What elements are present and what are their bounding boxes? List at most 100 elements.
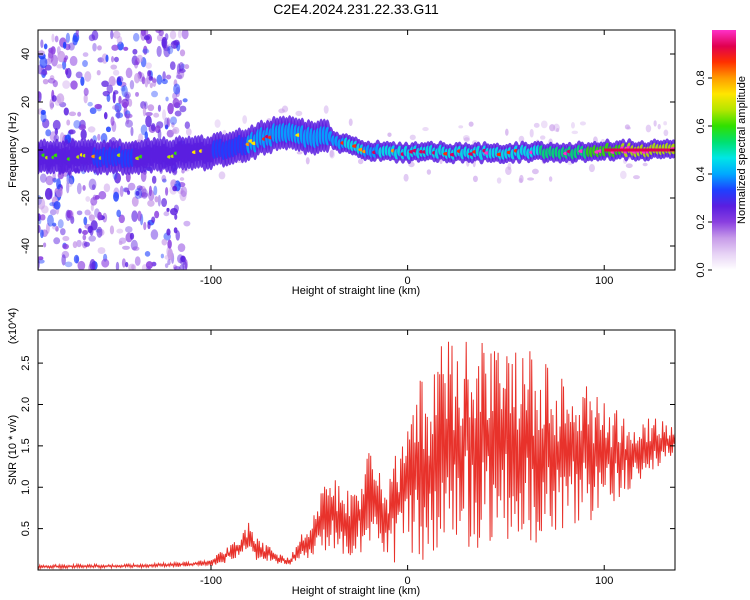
noise-blob <box>82 234 87 241</box>
noise-blob <box>387 132 392 137</box>
noise-blob <box>39 173 47 183</box>
noise-blob <box>553 123 560 132</box>
noise-blob <box>173 264 177 270</box>
noise-blob <box>160 253 164 259</box>
noise-blob <box>179 105 187 113</box>
noise-blob <box>137 210 142 222</box>
noise-blob <box>357 158 364 165</box>
noise-blob <box>51 54 58 67</box>
noise-blob <box>116 75 124 83</box>
noise-blob <box>83 241 90 247</box>
noise-blob <box>403 173 409 182</box>
noise-blob <box>131 196 139 207</box>
noise-blob <box>127 98 133 107</box>
noise-blob <box>463 137 470 143</box>
noise-blob <box>63 57 67 63</box>
noise-blob <box>105 54 109 63</box>
noise-blob <box>96 69 101 76</box>
noise-blob <box>109 225 115 235</box>
y-tick-label: 0.5 <box>20 521 32 536</box>
noise-blob <box>134 188 143 200</box>
noise-blob <box>178 99 183 106</box>
y-tick-label: -40 <box>20 238 32 254</box>
noise-blob <box>54 35 59 43</box>
noise-blob <box>156 45 162 58</box>
noise-blob <box>94 103 102 110</box>
noise-blob <box>41 69 46 78</box>
noise-blob <box>185 127 192 136</box>
noise-blob <box>111 79 117 87</box>
noise-blob <box>100 132 108 144</box>
noise-blob <box>151 78 157 83</box>
noise-blob <box>156 34 164 42</box>
noise-blob <box>540 120 548 129</box>
spectrogram-marks <box>38 30 675 270</box>
noise-blob <box>570 122 575 129</box>
noise-blob <box>305 157 310 165</box>
noise-blob <box>87 225 93 234</box>
noise-blob <box>161 78 168 85</box>
noise-blob <box>177 30 182 39</box>
noise-blob <box>90 220 98 231</box>
noise-blob <box>110 56 115 63</box>
noise-blob <box>89 259 96 270</box>
noise-blob <box>101 80 109 88</box>
noise-blob <box>39 56 48 69</box>
noise-blob <box>68 129 76 135</box>
noise-blob <box>468 121 474 127</box>
x-tick-label: 100 <box>595 575 613 587</box>
noise-blob <box>130 126 134 137</box>
noise-blob <box>458 125 464 129</box>
y-tick-label: 1.0 <box>20 480 32 495</box>
noise-blob <box>75 30 79 38</box>
noise-blob <box>44 64 52 71</box>
noise-blob <box>642 162 648 167</box>
noise-blob <box>176 68 185 80</box>
noise-blob <box>82 185 86 191</box>
noise-blob <box>154 210 160 219</box>
noise-blob <box>323 105 329 114</box>
noise-blob <box>116 209 122 218</box>
noise-blob <box>39 71 48 76</box>
noise-blob <box>70 215 75 224</box>
noise-blob <box>52 119 61 131</box>
noise-blob <box>106 94 111 102</box>
noise-blob <box>167 239 172 249</box>
noise-blob <box>533 122 540 128</box>
spectrogram-x-label: Height of straight line (km) <box>292 285 420 297</box>
noise-blob <box>140 30 146 37</box>
noise-blob <box>106 84 114 94</box>
noise-blob <box>157 128 162 141</box>
noise-blob <box>127 190 131 195</box>
noise-blob <box>40 214 46 221</box>
noise-blob <box>505 128 509 136</box>
noise-blob <box>111 44 119 51</box>
noise-blob <box>162 109 167 121</box>
noise-blob <box>135 91 139 97</box>
noise-blob <box>85 196 91 202</box>
noise-blob <box>88 178 97 191</box>
noise-blob <box>178 62 184 72</box>
noise-blob <box>144 111 153 117</box>
noise-blob <box>75 71 83 79</box>
noise-blob <box>134 256 141 266</box>
noise-blob <box>60 228 66 236</box>
noise-blob <box>64 261 73 268</box>
noise-blob <box>92 42 97 52</box>
noise-blob <box>177 254 184 264</box>
noise-blob <box>114 172 122 184</box>
noise-blob <box>164 117 169 129</box>
noise-blob <box>163 211 170 217</box>
snr-frame <box>37 329 676 571</box>
noise-blob <box>111 120 117 133</box>
noise-blob <box>556 128 560 133</box>
noise-blob <box>157 194 161 207</box>
noise-blob <box>116 109 121 119</box>
noise-blob <box>61 254 66 266</box>
noise-blob <box>184 121 191 130</box>
colorbar-ticks: 0.0 0.2 0.4 0.6 0.8 <box>695 70 712 278</box>
noise-blob <box>38 213 42 222</box>
noise-blob <box>472 175 478 183</box>
colorbar-tick-label: 0.4 <box>695 166 707 181</box>
x-tick-label: 0 <box>405 275 411 287</box>
